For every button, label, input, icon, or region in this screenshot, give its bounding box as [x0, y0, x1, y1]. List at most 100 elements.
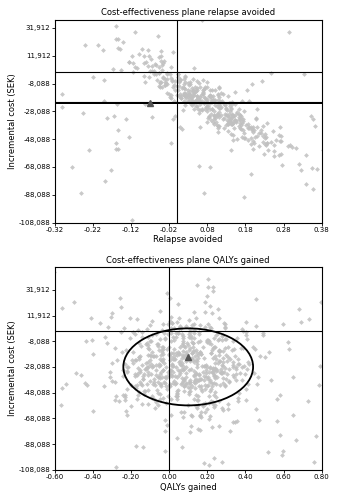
Point: [226, 366, 232, 374]
Point: [233, 352, 238, 360]
Point: [194, 377, 200, 385]
Point: [143, 365, 148, 373]
Point: [202, 298, 207, 306]
Point: [255, 373, 261, 381]
Point: [209, 380, 214, 388]
Point: [170, 319, 175, 327]
Point: [78, 371, 84, 379]
Point: [186, 98, 191, 106]
Point: [264, 142, 269, 150]
Point: [160, 320, 166, 328]
Point: [230, 418, 235, 426]
Point: [120, 372, 125, 380]
Point: [196, 94, 201, 102]
Point: [215, 360, 220, 368]
Point: [230, 346, 235, 354]
Point: [241, 116, 246, 124]
Point: [184, 92, 189, 100]
Point: [276, 131, 281, 139]
Point: [165, 330, 171, 338]
Point: [241, 134, 246, 141]
Point: [142, 78, 148, 86]
Point: [318, 298, 323, 306]
Point: [286, 344, 292, 352]
Point: [115, 126, 120, 134]
Point: [150, 362, 155, 370]
Point: [169, 312, 174, 320]
Point: [207, 163, 213, 171]
Point: [196, 371, 202, 379]
Point: [251, 137, 256, 145]
Point: [215, 121, 220, 129]
Point: [244, 335, 250, 343]
Point: [157, 83, 163, 91]
Point: [279, 150, 284, 158]
Point: [216, 314, 222, 322]
Point: [124, 411, 130, 419]
Point: [193, 370, 199, 378]
Point: [59, 384, 64, 392]
Point: [143, 359, 148, 367]
Point: [204, 82, 210, 90]
Y-axis label: Incremental cost (SEK): Incremental cost (SEK): [8, 73, 17, 169]
Point: [95, 41, 101, 49]
Point: [260, 332, 265, 340]
Point: [163, 416, 168, 424]
Point: [167, 382, 172, 390]
Point: [181, 91, 186, 99]
Point: [260, 122, 265, 130]
Point: [223, 336, 228, 344]
Point: [180, 332, 186, 340]
Point: [194, 86, 200, 94]
Point: [149, 392, 155, 400]
Point: [192, 384, 197, 392]
Point: [188, 355, 193, 363]
Point: [115, 34, 121, 42]
Point: [163, 336, 168, 344]
Point: [261, 150, 266, 158]
Point: [230, 364, 236, 372]
Point: [290, 410, 295, 418]
Point: [204, 78, 210, 86]
Point: [181, 413, 186, 421]
Point: [71, 298, 77, 306]
Point: [157, 62, 162, 70]
Point: [170, 48, 175, 56]
Point: [261, 329, 266, 337]
Point: [195, 97, 200, 105]
Point: [109, 166, 114, 174]
Point: [58, 400, 64, 408]
Point: [225, 119, 231, 127]
Point: [146, 386, 151, 394]
Point: [249, 123, 254, 131]
Point: [174, 318, 179, 326]
Point: [159, 66, 165, 74]
Point: [189, 94, 194, 102]
Point: [185, 350, 190, 358]
Point: [201, 372, 207, 380]
Point: [200, 368, 206, 376]
Point: [121, 38, 126, 46]
Point: [254, 132, 260, 140]
Point: [160, 356, 165, 364]
Point: [220, 330, 226, 338]
Point: [190, 348, 195, 356]
Point: [192, 379, 197, 387]
Point: [238, 110, 243, 118]
Point: [205, 375, 211, 383]
Point: [149, 394, 155, 402]
Point: [215, 305, 221, 313]
Point: [204, 406, 209, 413]
Point: [146, 368, 151, 376]
Point: [140, 375, 145, 383]
Point: [191, 76, 196, 84]
Point: [228, 118, 234, 126]
Point: [190, 94, 195, 102]
Point: [238, 116, 243, 124]
Point: [139, 400, 145, 408]
Point: [171, 352, 176, 360]
Point: [191, 346, 197, 354]
Point: [217, 122, 222, 130]
Point: [219, 458, 225, 466]
Point: [196, 108, 202, 116]
